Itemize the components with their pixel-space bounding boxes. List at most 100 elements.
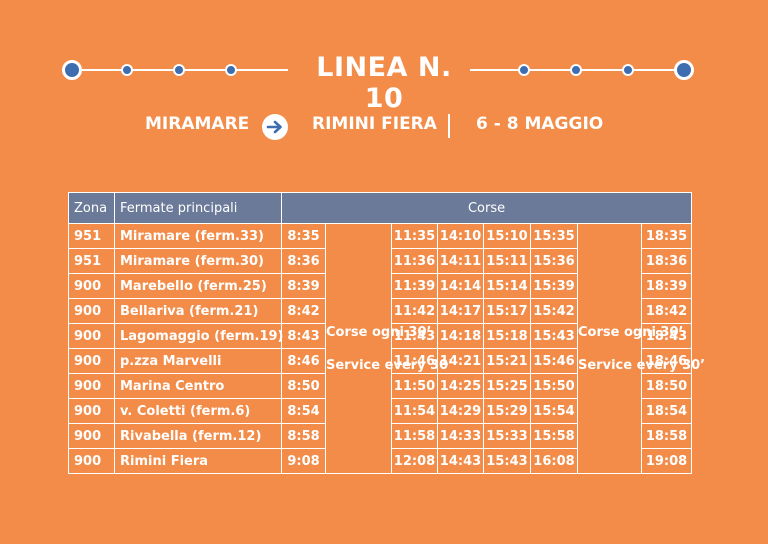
frequency-note-cell-right: Corse ogni 30’ Service every 30’ <box>577 223 705 474</box>
table-header-row: Zona Fermate principali Corse <box>68 192 693 224</box>
frequency-note-en: Service every 30’ <box>326 357 454 373</box>
time-cell: 15:18 <box>483 323 531 349</box>
time-cell: 8:36 <box>281 248 326 274</box>
time-cell: 15:42 <box>530 298 578 324</box>
route-stop-dot-icon <box>570 64 582 76</box>
stop-name-cell: p.zza Marvelli <box>114 348 282 374</box>
time-cell: 11:35 <box>391 223 438 249</box>
time-cell: 16:08 <box>530 448 578 474</box>
time-cell: 11:36 <box>391 248 438 274</box>
time-cell: 14:17 <box>437 298 484 324</box>
time-cell: 18:42 <box>640 298 693 324</box>
table-row: 900 Rivabella (ferm.12) 8:58 11:58 14:33 15:3… <box>68 423 693 449</box>
zone-cell: 900 <box>68 273 115 299</box>
stop-name-cell: Rimini Fiera <box>114 448 282 474</box>
time-cell: 18:50 <box>640 373 693 399</box>
time-cell: 14:33 <box>437 423 484 449</box>
time-cell: 8:54 <box>281 398 326 424</box>
zone-cell: 900 <box>68 423 115 449</box>
time-cell: 11:58 <box>391 423 438 449</box>
table-row: 900 Rimini Fiera 9:08 12:08 14:43 15:43 16:08 1… <box>68 448 693 474</box>
zone-cell: 900 <box>68 348 115 374</box>
frequency-note-it: Corse ogni 30’ <box>326 324 432 340</box>
column-header-fermate: Fermate principali <box>114 192 282 224</box>
time-cell: 8:50 <box>281 373 326 399</box>
stop-name-cell: v. Coletti (ferm.6) <box>114 398 282 424</box>
time-cell: 15:36 <box>530 248 578 274</box>
table-row: 900 v. Coletti (ferm.6) 8:54 11:54 14:29 15:2… <box>68 398 693 424</box>
route-start-dot-icon <box>62 60 82 80</box>
route-stop-dot-icon <box>121 64 133 76</box>
time-cell: 9:08 <box>281 448 326 474</box>
zone-cell: 951 <box>68 223 115 249</box>
time-cell: 14:14 <box>437 273 484 299</box>
time-cell: 11:42 <box>391 298 438 324</box>
time-cell: 14:10 <box>437 223 484 249</box>
stop-name-cell: Miramare (ferm.30) <box>114 248 282 274</box>
route-stop-dot-icon <box>518 64 530 76</box>
timetable: Zona Fermate principali Corse 951 Miramar… <box>68 192 705 474</box>
zone-cell: 900 <box>68 398 115 424</box>
time-cell: 8:58 <box>281 423 326 449</box>
time-cell: 8:43 <box>281 323 326 349</box>
time-cell: 15:14 <box>483 273 531 299</box>
time-cell: 15:50 <box>530 373 578 399</box>
route-origin: MIRAMARE <box>145 114 250 134</box>
time-cell: 15:39 <box>530 273 578 299</box>
time-cell: 11:39 <box>391 273 438 299</box>
table-row: 951 Miramare (ferm.30) 8:36 11:36 14:11 15:11… <box>68 248 693 274</box>
zone-cell: 951 <box>68 248 115 274</box>
route-stop-dot-icon <box>225 64 237 76</box>
zone-cell: 900 <box>68 373 115 399</box>
time-cell: 14:29 <box>437 398 484 424</box>
time-cell: 8:39 <box>281 273 326 299</box>
time-cell: 18:36 <box>640 248 693 274</box>
zone-cell: 900 <box>68 323 115 349</box>
stop-name-cell: Miramare (ferm.33) <box>114 223 282 249</box>
zone-cell: 900 <box>68 298 115 324</box>
table-row: 951 Miramare (ferm.33) 8:35 Corse ogni 30’ S… <box>68 223 705 474</box>
route-dates: 6 - 8 MAGGIO <box>476 114 604 134</box>
page-title: LINEA N. 10 <box>316 52 452 114</box>
time-cell: 14:25 <box>437 373 484 399</box>
time-cell: 18:54 <box>640 398 693 424</box>
time-cell: 14:21 <box>437 348 484 374</box>
arrow-right-icon <box>262 114 288 140</box>
time-cell: 15:11 <box>483 248 531 274</box>
time-cell: 14:43 <box>437 448 484 474</box>
frequency-note-cell-left: Corse ogni 30’ Service every 30’ <box>325 223 454 474</box>
table-row: 900 Marina Centro 8:50 11:50 14:25 15:25 15:50… <box>68 373 693 399</box>
route-destination: RIMINI FIERA <box>312 114 437 134</box>
time-cell: 14:18 <box>437 323 484 349</box>
time-cell: 15:21 <box>483 348 531 374</box>
time-cell: 12:08 <box>391 448 438 474</box>
column-header-zona: Zona <box>68 192 115 224</box>
time-cell: 15:43 <box>483 448 531 474</box>
stop-name-cell: Bellariva (ferm.21) <box>114 298 282 324</box>
stop-name-cell: Marebello (ferm.25) <box>114 273 282 299</box>
divider <box>448 114 450 138</box>
time-cell: 15:10 <box>483 223 531 249</box>
time-cell: 15:35 <box>530 223 578 249</box>
route-end-dot-icon <box>674 60 694 80</box>
time-cell: 15:17 <box>483 298 531 324</box>
column-header-corse: Corse <box>280 192 693 224</box>
time-cell: 8:35 <box>281 223 326 249</box>
time-cell: 15:25 <box>483 373 531 399</box>
frequency-note-it: Corse ogni 30’ <box>578 324 684 340</box>
time-cell: 11:46 <box>391 348 438 374</box>
time-cell: 15:29 <box>483 398 531 424</box>
time-cell: 19:08 <box>640 448 693 474</box>
table-row: 900 Lagomaggio (ferm.19) 8:43 11:43 14:18 15:… <box>68 323 693 349</box>
time-cell: 14:11 <box>437 248 484 274</box>
time-cell: 11:50 <box>391 373 438 399</box>
time-cell: 18:39 <box>640 273 693 299</box>
time-cell: 18:43 <box>640 323 693 349</box>
stop-name-cell: Marina Centro <box>114 373 282 399</box>
zone-cell: 900 <box>68 448 115 474</box>
time-cell: 15:43 <box>530 323 578 349</box>
time-cell: 18:46 <box>640 348 693 374</box>
time-cell: 8:46 <box>281 348 326 374</box>
stop-name-cell: Lagomaggio (ferm.19) <box>114 323 283 349</box>
time-cell: 15:33 <box>483 423 531 449</box>
